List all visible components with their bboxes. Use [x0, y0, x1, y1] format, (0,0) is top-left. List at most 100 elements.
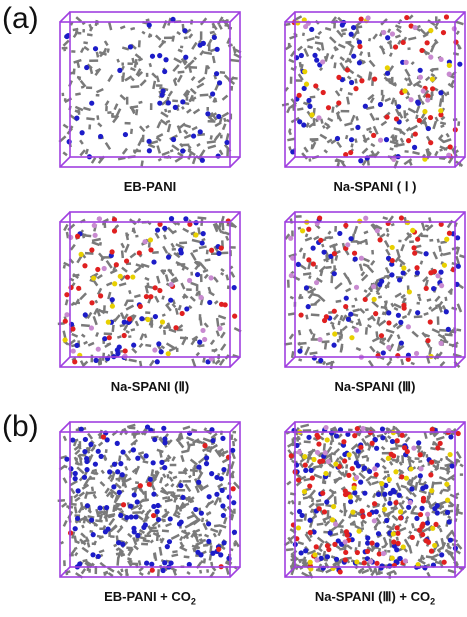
atom: [429, 460, 434, 465]
molecule-segment: [168, 471, 173, 475]
atom: [326, 459, 331, 464]
molecule-segment: [407, 268, 411, 272]
molecule-segment: [296, 215, 302, 218]
atom: [163, 57, 168, 62]
molecule-segment: [62, 93, 65, 96]
atom: [428, 319, 433, 324]
molecule-segment: [131, 563, 138, 566]
atom: [206, 539, 211, 544]
molecule-segment: [438, 246, 442, 252]
molecule-segment: [230, 59, 239, 63]
molecule-segment: [180, 46, 183, 49]
atom: [343, 304, 348, 309]
atom: [425, 520, 430, 525]
molecule-segment: [212, 56, 216, 63]
molecule-segment: [63, 40, 70, 47]
atom: [93, 46, 98, 51]
molecule-segment: [298, 358, 302, 361]
atom: [99, 454, 104, 459]
molecule-segment: [139, 333, 144, 340]
atom: [395, 525, 400, 530]
atom: [390, 31, 395, 36]
molecule-segment: [80, 47, 85, 53]
molecule-segment: [346, 544, 352, 550]
molecule-segment: [437, 316, 440, 324]
box-edge: [230, 357, 240, 367]
atom: [182, 28, 187, 33]
molecule-segment: [431, 553, 439, 558]
molecule-segment: [140, 160, 143, 166]
molecule-segment: [163, 234, 167, 239]
atom: [334, 557, 339, 562]
molecule-segment: [168, 90, 173, 96]
molecule-segment: [287, 137, 295, 141]
molecule-segment: [168, 110, 172, 113]
atom: [385, 71, 390, 76]
atom: [371, 284, 376, 289]
molecule-segment: [116, 478, 121, 481]
molecule-segment: [197, 440, 204, 445]
molecule-segment: [184, 134, 192, 139]
atom: [161, 568, 166, 573]
atom: [316, 441, 321, 446]
atom: [312, 53, 317, 58]
atom: [317, 215, 322, 220]
molecule-segment: [210, 339, 215, 345]
molecule-segment: [370, 143, 375, 147]
atom: [359, 16, 364, 21]
atom: [80, 130, 85, 135]
molecule-segment: [314, 298, 321, 305]
molecule-segment: [207, 145, 216, 150]
molecule-segment: [77, 301, 80, 304]
molecule-segment: [299, 62, 302, 67]
atom: [202, 443, 207, 448]
molecule-segment: [122, 148, 128, 155]
atom: [138, 483, 143, 488]
atom: [76, 286, 81, 291]
molecule-segment: [213, 276, 219, 282]
molecule-segment: [369, 60, 376, 68]
atom: [144, 294, 149, 299]
molecule-segment: [303, 496, 308, 499]
molecule-segment: [297, 46, 303, 52]
atom: [220, 488, 225, 493]
atom: [359, 256, 364, 261]
molecule-segment: [199, 245, 207, 249]
molecule-segment: [62, 47, 68, 50]
molecule-segment: [172, 99, 178, 102]
atom: [418, 75, 423, 80]
molecule-segment: [184, 36, 188, 39]
atom: [418, 466, 423, 471]
atom: [348, 312, 353, 317]
molecule-segment: [384, 240, 390, 248]
molecule-segment: [80, 532, 86, 538]
atom: [162, 69, 167, 74]
atom: [402, 306, 407, 311]
molecule-segment: [100, 481, 106, 487]
atom: [431, 286, 436, 291]
atom: [153, 285, 158, 290]
atom: [129, 514, 134, 519]
atom: [376, 531, 381, 536]
molecule-segment: [84, 491, 88, 499]
atom: [110, 304, 115, 309]
atom: [306, 304, 311, 309]
molecule-segment: [384, 471, 389, 474]
atom: [429, 549, 434, 554]
molecule-segment: [452, 262, 457, 265]
molecule-segment: [159, 324, 163, 329]
molecule-segment: [183, 425, 191, 430]
molecule-segment: [437, 239, 440, 243]
molecule-segment: [396, 28, 402, 33]
molecule-segment: [149, 360, 155, 367]
atom: [97, 505, 102, 510]
atom: [400, 433, 405, 438]
molecule-segment: [335, 159, 339, 162]
atom: [353, 86, 358, 91]
atom: [91, 276, 96, 281]
atom: [416, 440, 421, 445]
atom: [439, 57, 444, 62]
molecule-segment: [159, 477, 163, 484]
atom: [387, 501, 392, 506]
molecule-segment: [378, 295, 382, 298]
